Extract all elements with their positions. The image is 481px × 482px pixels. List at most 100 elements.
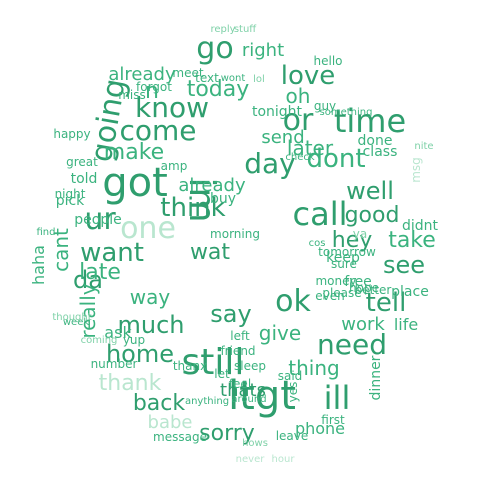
cloud-word: friend bbox=[220, 344, 255, 358]
cloud-word: miss bbox=[118, 88, 146, 102]
cloud-word: leave bbox=[276, 429, 309, 443]
cloud-word: hour bbox=[272, 454, 296, 465]
cloud-word: happy bbox=[53, 127, 90, 141]
cloud-word: call bbox=[293, 195, 348, 233]
cloud-word: want bbox=[80, 238, 144, 268]
cloud-word: hello bbox=[314, 54, 343, 68]
cloud-word: think bbox=[160, 193, 225, 223]
cloud-word: let bbox=[214, 367, 230, 381]
cloud-word: good bbox=[345, 203, 400, 228]
cloud-word: im bbox=[181, 177, 222, 222]
cloud-word: sorry bbox=[199, 421, 255, 446]
cloud-word: yes bbox=[286, 382, 300, 403]
cloud-word: cant bbox=[49, 228, 73, 272]
cloud-word: late bbox=[79, 260, 121, 285]
cloud-word: ill bbox=[324, 379, 351, 417]
cloud-word: come bbox=[119, 114, 196, 147]
cloud-word: free bbox=[344, 274, 372, 290]
cloud-word: check bbox=[285, 152, 314, 163]
cloud-word: number bbox=[91, 357, 138, 371]
cloud-word: buy bbox=[210, 191, 236, 207]
cloud-word: cos bbox=[309, 238, 326, 249]
cloud-word: reply bbox=[210, 24, 235, 35]
cloud-word: morning bbox=[210, 227, 260, 241]
cloud-word: time bbox=[334, 102, 406, 140]
cloud-word: hey bbox=[332, 228, 373, 253]
cloud-word: already bbox=[178, 175, 246, 196]
cloud-word: find bbox=[37, 227, 56, 238]
cloud-word: da bbox=[73, 266, 103, 294]
cloud-word: left bbox=[230, 329, 250, 343]
cloud-word: home bbox=[106, 340, 174, 368]
cloud-word: text bbox=[195, 71, 219, 85]
cloud-word: n bbox=[145, 79, 159, 104]
cloud-word: or bbox=[283, 103, 314, 138]
cloud-word: babe bbox=[148, 412, 193, 433]
cloud-word: money bbox=[315, 274, 356, 288]
cloud-word: said bbox=[278, 369, 303, 383]
cloud-word: great bbox=[66, 155, 98, 169]
cloud-word: tell bbox=[366, 288, 407, 318]
cloud-word: hope bbox=[349, 281, 379, 295]
cloud-word: oh bbox=[286, 84, 311, 108]
cloud-word: even bbox=[315, 289, 344, 303]
cloud-word: feel bbox=[229, 377, 251, 391]
cloud-word: go bbox=[196, 31, 233, 66]
cloud-word: please bbox=[322, 286, 361, 300]
cloud-word: didnt bbox=[402, 218, 439, 234]
cloud-word: better bbox=[355, 283, 392, 297]
cloud-word: thats bbox=[220, 380, 266, 401]
cloud-word: thank bbox=[99, 371, 162, 396]
cloud-word: around bbox=[231, 394, 266, 405]
cloud-word: right bbox=[242, 40, 284, 61]
cloud-word: one bbox=[120, 211, 176, 246]
cloud-word: dinner bbox=[368, 355, 384, 400]
cloud-word: know bbox=[135, 91, 209, 124]
cloud-word: guy bbox=[314, 99, 336, 113]
cloud-word: later bbox=[287, 136, 334, 160]
cloud-word: week bbox=[63, 317, 89, 328]
cloud-word: ok bbox=[275, 284, 311, 319]
cloud-word: tomorrow bbox=[318, 245, 376, 259]
cloud-word: ask bbox=[104, 323, 132, 342]
cloud-word: love bbox=[281, 61, 336, 91]
cloud-word: ltgt bbox=[228, 373, 296, 419]
cloud-word: msg bbox=[409, 157, 423, 183]
cloud-word: something bbox=[320, 107, 373, 118]
cloud-word: ya bbox=[353, 227, 367, 241]
cloud-word: keep bbox=[326, 250, 360, 266]
cloud-word: people bbox=[74, 212, 121, 228]
cloud-word: see bbox=[383, 251, 425, 279]
cloud-word: night bbox=[55, 187, 86, 201]
cloud-word: hows bbox=[242, 438, 268, 449]
cloud-word: sleep bbox=[234, 359, 266, 373]
cloud-word: phone bbox=[295, 419, 345, 438]
cloud-word: anything bbox=[185, 396, 229, 407]
cloud-word: take bbox=[388, 228, 436, 253]
cloud-word: thought bbox=[52, 312, 91, 323]
cloud-word: class bbox=[363, 144, 398, 160]
cloud-word: coming bbox=[81, 335, 118, 346]
cloud-word: way bbox=[130, 285, 171, 309]
cloud-word: amp bbox=[161, 159, 188, 173]
cloud-word: give bbox=[259, 321, 301, 345]
cloud-word: still bbox=[182, 342, 245, 383]
cloud-word: make bbox=[104, 140, 164, 165]
cloud-word: well bbox=[346, 177, 394, 205]
cloud-word: message bbox=[153, 430, 207, 444]
cloud-word: ur bbox=[84, 202, 116, 237]
cloud-word: got bbox=[102, 160, 168, 206]
cloud-word: place bbox=[391, 284, 429, 300]
cloud-word: lol bbox=[253, 74, 265, 85]
cloud-word: thanx bbox=[173, 359, 207, 373]
cloud-word: pick bbox=[56, 193, 85, 209]
cloud-word: first bbox=[321, 413, 345, 427]
cloud-word: thing bbox=[288, 356, 339, 380]
cloud-word: really bbox=[76, 283, 100, 338]
cloud-word: day bbox=[244, 147, 296, 180]
cloud-word: life bbox=[394, 315, 418, 334]
cloud-word: yup bbox=[123, 333, 145, 347]
cloud-word: send bbox=[261, 127, 304, 148]
cloud-word: haha bbox=[29, 245, 48, 285]
